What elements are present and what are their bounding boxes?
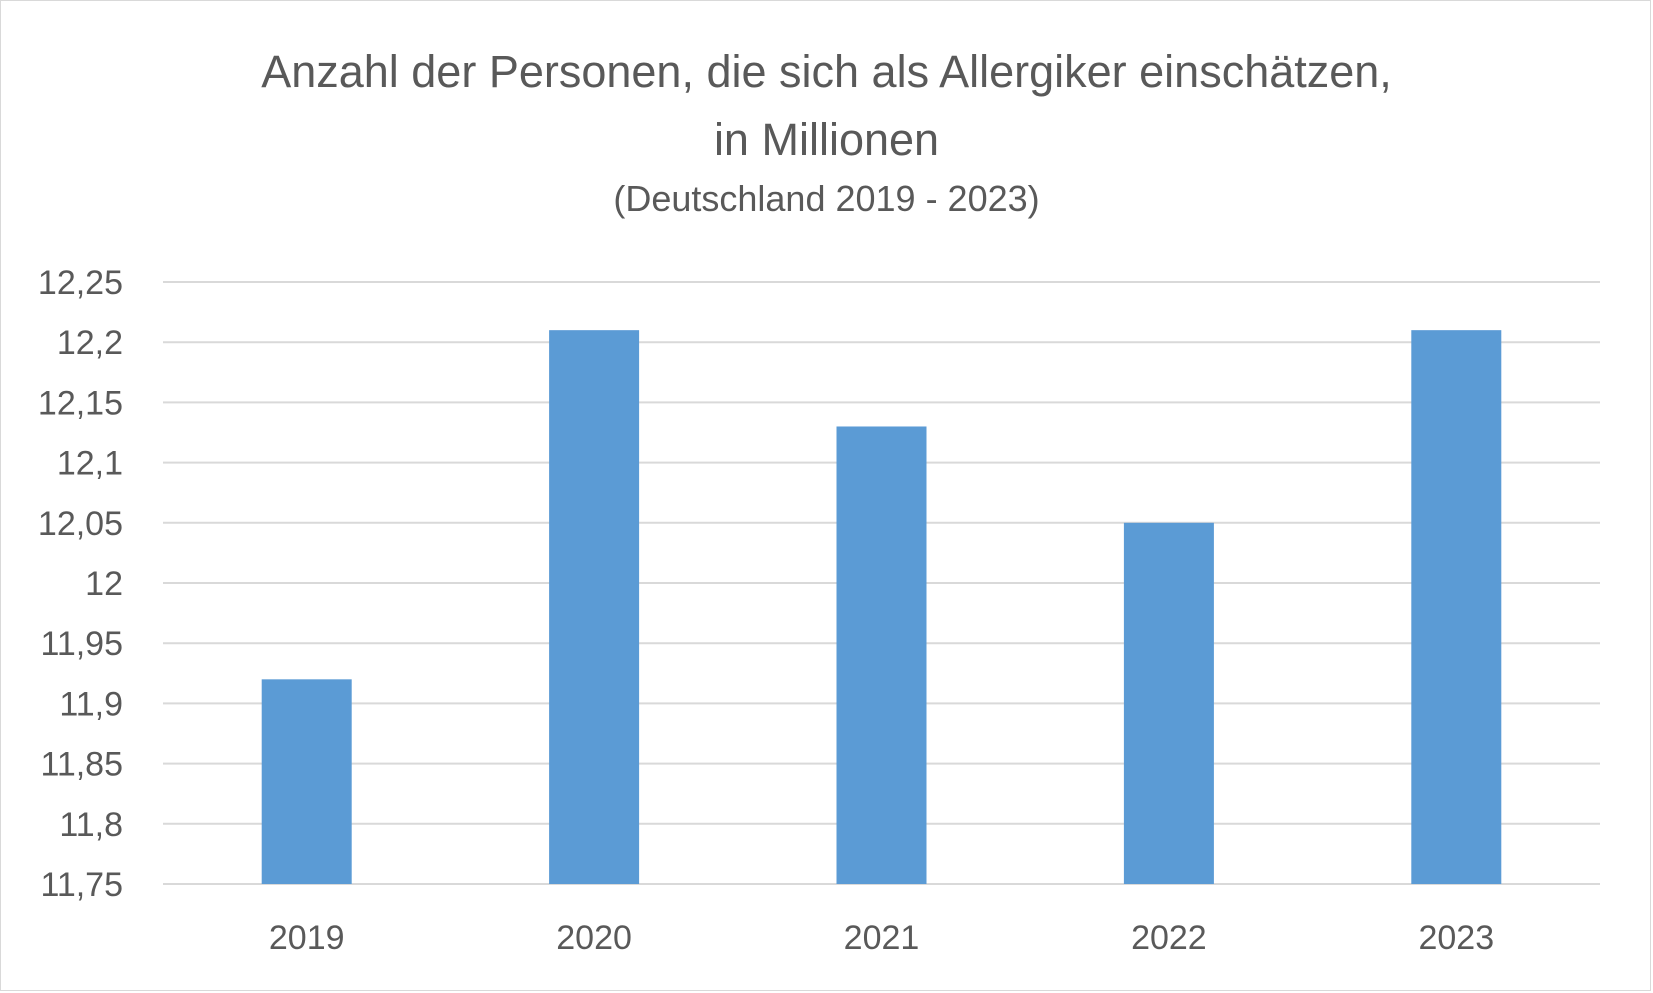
bar-2022 [1123,522,1214,884]
y-tick-label: 11,9 [59,685,123,723]
x-tick-label: 2023 [1418,919,1494,957]
y-axis-tick-labels: 11,75 11,8 11,85 11,9 11,95 12 12,05 12,1 12,15 1… [38,264,123,904]
x-tick-label: 2019 [269,919,345,957]
x-tick-label: 2022 [1131,919,1207,957]
y-tick-label: 11,85 [40,746,123,784]
y-tick-label: 11,95 [40,625,123,663]
y-tick-label: 11,8 [59,806,123,844]
bar-2023 [1411,330,1502,884]
y-tick-label: 12,2 [57,324,123,362]
bar-2019 [261,679,352,884]
x-tick-label: 2020 [556,919,632,957]
y-tick-label: 12 [85,565,123,603]
y-tick-label: 11,75 [40,866,123,904]
bar-2020 [549,330,640,884]
chart-title-line-1: Anzahl der Personen, die sich als Allerg… [261,46,1392,97]
x-axis-tick-labels: 2019 2020 2021 2022 2023 [269,919,1494,957]
y-tick-label: 12,15 [38,384,123,422]
bar-2021 [836,426,927,884]
y-tick-label: 12,05 [38,505,123,543]
y-tick-label: 12,1 [57,445,123,483]
chart-title-line-2: in Millionen [713,114,940,165]
y-tick-label: 12,25 [38,264,123,302]
x-tick-label: 2021 [844,919,920,957]
bars [261,330,1502,884]
chart-subtitle: (Deutschland 2019 - 2023) [613,178,1040,219]
